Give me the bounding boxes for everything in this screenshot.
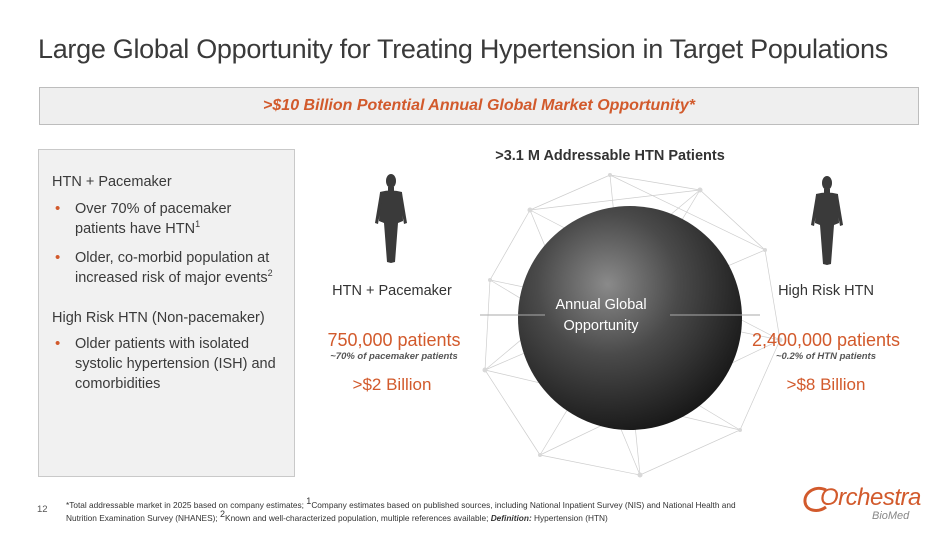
right-column-label: High Risk HTN [778,283,874,299]
globe-label: Annual Global Opportunity [555,297,647,334]
left-column-value: >$2 Billion [352,375,432,394]
section2-heading: High Risk HTN (Non-pacemaker) [52,310,265,326]
left-column-label: HTN + Pacemaker [332,283,452,299]
left-panel: HTN + Pacemaker Over 70% of pacemaker pa… [38,149,295,477]
globe-network-icon [482,173,783,478]
logo-main-text: Orchestra [820,484,921,511]
page-number: 12 [37,504,48,515]
right-column-count: 2,400,000 patients [751,330,901,350]
list-item: Over 70% of pacemaker patients have HTN1 [52,199,282,239]
left-column-sub: ~70% of pacemaker patients [330,351,458,362]
footnote: *Total addressable market in 2025 based … [66,496,736,523]
left-column-count: 750,000 patients [327,330,461,350]
list-item: Older, co-morbid population at increased… [52,248,282,288]
human-figure-icon [811,176,843,265]
human-figure-icon [375,174,407,263]
market-opportunity-banner: >$10 Billion Potential Annual Global Mar… [39,87,919,125]
section2-bullets: Older patients with isolated systolic hy… [52,334,282,394]
list-item: Older patients with isolated systolic hy… [52,334,282,394]
logo-sub-text: BioMed [872,510,910,522]
logo-swoosh-icon [803,486,827,512]
company-logo: Orchestra BioMed [802,484,924,524]
slide-title: Large Global Opportunity for Treating Hy… [38,34,888,64]
addressable-patients-heading: >3.1 M Addressable HTN Patients [495,148,725,164]
right-column-sub: ~0.2% of HTN patients [775,351,877,362]
connector-lines [480,314,760,316]
section1-heading: HTN + Pacemaker [52,174,172,190]
section1-bullets: Over 70% of pacemaker patients have HTN1… [52,199,282,288]
right-column-value: >$8 Billion [786,375,866,394]
